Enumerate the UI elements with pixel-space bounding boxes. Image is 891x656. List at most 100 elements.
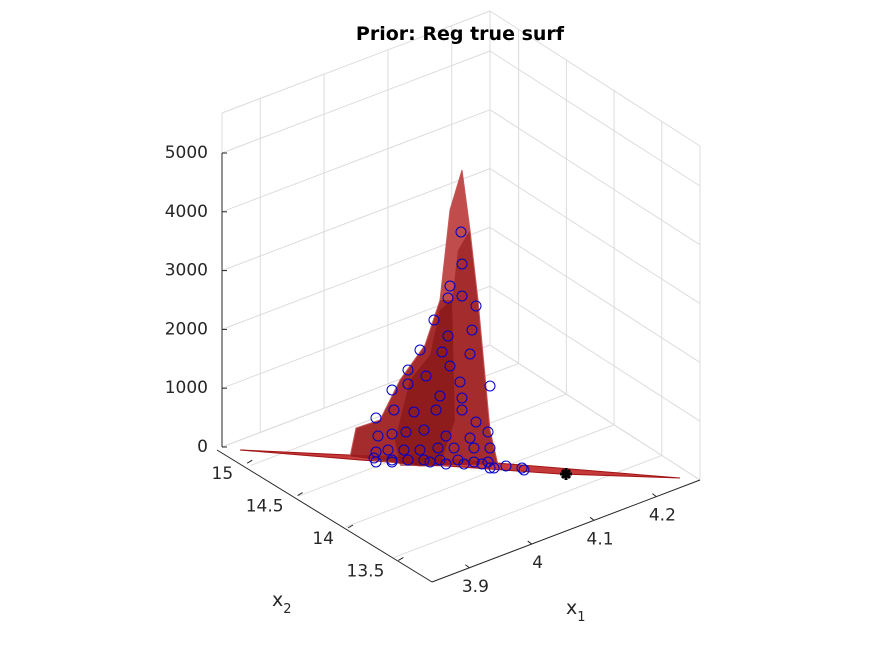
x-tick-label: 3.9 xyxy=(462,577,489,597)
sample-marker xyxy=(452,454,464,466)
z-tick-label: 4000 xyxy=(165,202,208,222)
highlight-marker xyxy=(560,468,572,480)
sample-marker xyxy=(444,280,456,292)
z-tick-label: 5000 xyxy=(165,143,208,163)
y-tick-label: 14 xyxy=(312,529,334,549)
z-gridline xyxy=(489,285,701,422)
sample-markers xyxy=(368,226,530,476)
y-axis-line xyxy=(216,449,433,583)
sample-marker xyxy=(386,384,398,396)
sample-marker xyxy=(456,290,468,302)
x-tick xyxy=(589,516,595,521)
sample-marker xyxy=(470,416,482,428)
sample-marker xyxy=(398,444,410,456)
sample-marker xyxy=(442,292,454,304)
sample-marker xyxy=(408,406,420,418)
sample-marker xyxy=(482,456,494,468)
z-gridline xyxy=(221,109,491,213)
y-tick-label: 13.5 xyxy=(347,561,385,581)
chart-title: Prior: Reg true surf xyxy=(356,23,565,45)
z-gridline xyxy=(489,226,701,363)
sample-marker xyxy=(442,330,454,342)
sample-marker xyxy=(456,404,468,416)
sample-marker xyxy=(418,424,430,436)
sample-marker xyxy=(382,444,394,456)
sample-marker xyxy=(370,456,382,468)
sample-marker xyxy=(482,426,494,438)
sample-marker xyxy=(434,390,446,402)
x-axis-line xyxy=(431,479,701,583)
sample-marker xyxy=(420,370,432,382)
sample-marker xyxy=(414,444,426,456)
highlight-point xyxy=(560,468,572,480)
z-gridline xyxy=(489,344,701,481)
sample-marker xyxy=(372,430,384,442)
z-gridline xyxy=(221,168,491,272)
x-tick-label: 4 xyxy=(532,553,543,573)
sample-marker xyxy=(448,442,460,454)
sample-marker xyxy=(455,226,467,238)
sample-marker xyxy=(418,454,430,466)
sample-marker xyxy=(436,346,448,358)
sample-marker xyxy=(424,456,436,468)
surface-peak-shadow xyxy=(395,300,455,466)
y-tick xyxy=(246,459,253,464)
sample-marker xyxy=(484,380,496,392)
z-gridline xyxy=(221,50,491,154)
x-tick-labels: 3.9 4 4.1 4.2 xyxy=(462,493,676,597)
y-tick xyxy=(398,556,404,561)
x-axis-label: x1 xyxy=(566,597,586,625)
grid-top-edge xyxy=(489,10,701,147)
sample-marker xyxy=(440,430,452,442)
sample-marker xyxy=(402,378,414,390)
x-tick-label: 4.1 xyxy=(587,529,614,549)
z-tick-label: 3000 xyxy=(165,261,208,281)
axes-frame xyxy=(216,153,701,583)
sample-marker xyxy=(488,462,500,474)
z-tick-label: 0 xyxy=(197,437,208,457)
sample-marker xyxy=(386,456,398,468)
sample-marker xyxy=(470,300,482,312)
x-tick xyxy=(527,540,533,545)
z-tick-label: 2000 xyxy=(165,319,208,339)
grid-top-edge xyxy=(221,10,491,114)
y-tick-label: 15 xyxy=(212,464,234,484)
z-tick-labels: 0 1000 2000 3000 4000 5000 xyxy=(165,143,227,457)
sample-marker xyxy=(444,360,456,372)
sample-marker xyxy=(456,258,468,270)
z-tick-label: 1000 xyxy=(165,378,208,398)
sample-marker xyxy=(402,454,414,466)
x-floor-gridline xyxy=(345,424,615,528)
sample-marker xyxy=(430,404,442,416)
y-tick xyxy=(347,524,354,529)
z-gridline xyxy=(489,109,701,246)
sample-marker xyxy=(370,412,382,424)
sample-marker xyxy=(464,432,476,444)
sample-marker xyxy=(402,364,414,376)
z-gridline xyxy=(489,50,701,187)
surface-peak-highlight xyxy=(440,170,470,300)
sample-marker xyxy=(516,462,528,474)
sample-marker xyxy=(414,344,426,356)
z-gridline xyxy=(489,168,701,305)
sample-marker xyxy=(454,376,466,388)
x-tick-label: 4.2 xyxy=(649,506,676,526)
sample-marker xyxy=(432,442,444,454)
sample-marker xyxy=(428,314,440,326)
sample-marker xyxy=(388,404,400,416)
sample-marker xyxy=(464,348,476,360)
sample-marker xyxy=(484,442,496,454)
sample-marker xyxy=(468,442,480,454)
sample-marker xyxy=(456,392,468,404)
sample-marker xyxy=(400,426,412,438)
sample-marker xyxy=(500,460,512,472)
sample-marker xyxy=(440,458,452,470)
sample-marker xyxy=(518,464,530,476)
grid-lines xyxy=(221,10,701,558)
sample-marker xyxy=(484,462,496,474)
z-gridline xyxy=(221,226,491,330)
sample-marker xyxy=(458,458,470,470)
y-tick-label: 14.5 xyxy=(246,497,284,517)
sample-marker xyxy=(386,428,398,440)
